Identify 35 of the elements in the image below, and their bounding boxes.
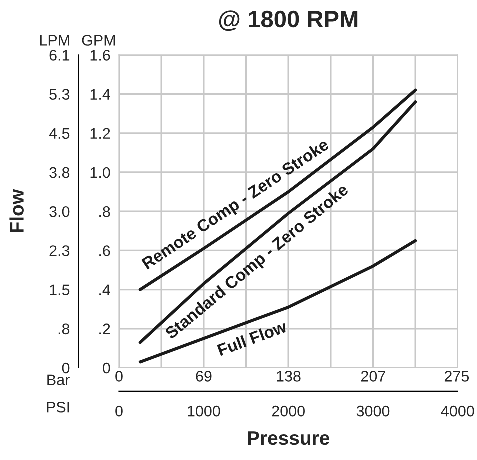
y2-axis-title: GPM [82,35,116,46]
y-tick-label: 6.1 [50,50,70,61]
x-tick-label: 3000 [356,406,390,417]
x2-tick-label: 275 [444,371,470,382]
y2-tick-label: 1.6 [90,50,110,61]
y-tick-label: 3.0 [50,206,70,218]
y2-tick-label: 0 [103,362,110,374]
y2-tick-label: .6 [100,246,110,256]
chart-title: @ 1800 RPM [219,10,358,32]
x-tick-label: 4000 [441,406,474,417]
y2-tick-label: .4 [100,284,110,296]
y-tick-label: .8 [58,324,70,335]
y-axis-title: Flow [10,189,24,232]
x-tick-label: 1000 [188,406,220,417]
y2-tick-label: 1.4 [90,89,110,100]
x2-tick-label: 69 [196,371,212,382]
x2-tick-label: 0 [116,371,123,382]
y-tick-label: 5.3 [50,89,70,100]
y-tick-label: 4.5 [49,128,70,140]
x2-axis-title: Bar [48,374,70,386]
y-tick-label: 3.8 [50,167,70,178]
y2-tick-label: 1.2 [90,128,110,139]
text: PSI [47,402,70,413]
text: LPM [40,35,70,46]
y-tick-label: 2.3 [50,246,70,256]
y2-tick-label: .8 [100,206,110,218]
x2-tick-label: 207 [361,371,386,382]
x-tick-label: 2000 [272,406,305,417]
y2-tick-label: 1.0 [90,167,110,178]
y2-tick-label: .2 [100,324,110,334]
x-axis-title: Pressure [248,432,330,446]
x-tick-label: 0 [116,406,123,417]
y-tick-label: 1.5 [50,284,70,296]
y-tick-label: 0 [62,362,70,374]
x2-tick-label: 138 [277,371,301,382]
